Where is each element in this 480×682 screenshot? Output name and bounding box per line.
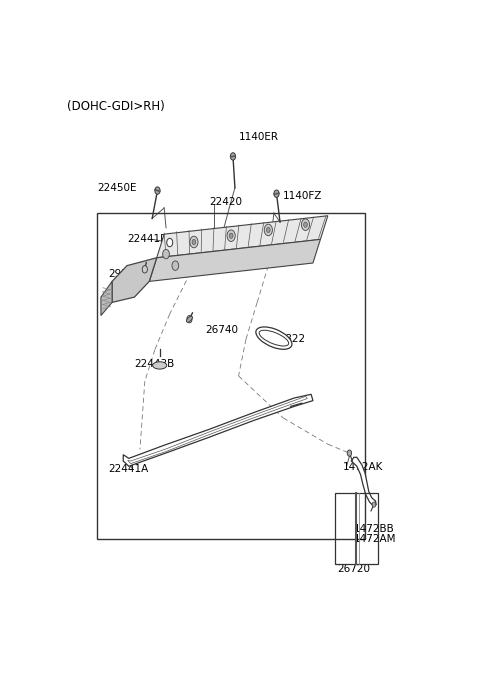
Circle shape <box>264 224 273 236</box>
Polygon shape <box>156 216 328 258</box>
Circle shape <box>155 187 160 194</box>
Text: 22420: 22420 <box>209 196 242 207</box>
Circle shape <box>142 266 147 273</box>
Circle shape <box>229 233 233 238</box>
Text: 1472BB: 1472BB <box>354 524 395 534</box>
Circle shape <box>266 227 270 233</box>
Circle shape <box>172 261 179 270</box>
Polygon shape <box>128 396 307 464</box>
Text: (DOHC-GDI>RH): (DOHC-GDI>RH) <box>67 100 165 113</box>
Ellipse shape <box>153 361 167 369</box>
Circle shape <box>301 219 310 231</box>
Circle shape <box>274 190 279 197</box>
Ellipse shape <box>259 330 288 346</box>
Circle shape <box>230 153 236 160</box>
Ellipse shape <box>256 327 292 349</box>
Polygon shape <box>112 258 156 302</box>
Circle shape <box>163 250 169 258</box>
Circle shape <box>304 222 307 227</box>
Text: 22450E: 22450E <box>97 183 137 193</box>
Polygon shape <box>123 394 313 466</box>
Text: 1472AK: 1472AK <box>343 462 383 472</box>
Ellipse shape <box>186 316 192 322</box>
Circle shape <box>192 239 196 245</box>
Text: 1472AM: 1472AM <box>354 534 396 544</box>
Bar <box>335 493 378 564</box>
Bar <box>97 213 365 539</box>
Text: 22441P: 22441P <box>127 235 167 244</box>
Circle shape <box>190 236 198 248</box>
Circle shape <box>227 230 235 241</box>
Circle shape <box>187 316 192 323</box>
Text: 26720: 26720 <box>337 564 371 574</box>
Text: 29246: 29246 <box>108 269 142 279</box>
Polygon shape <box>101 282 112 316</box>
Text: 1140FZ: 1140FZ <box>283 192 323 201</box>
Polygon shape <box>351 458 376 506</box>
Circle shape <box>167 238 173 247</box>
Polygon shape <box>149 239 321 282</box>
Text: 22441A: 22441A <box>108 464 149 474</box>
Text: 1140ER: 1140ER <box>239 132 278 142</box>
Circle shape <box>347 450 352 456</box>
Text: 26740: 26740 <box>205 325 238 335</box>
Text: 31822: 31822 <box>272 334 305 344</box>
Circle shape <box>372 502 376 507</box>
Text: 22443B: 22443B <box>134 359 175 370</box>
